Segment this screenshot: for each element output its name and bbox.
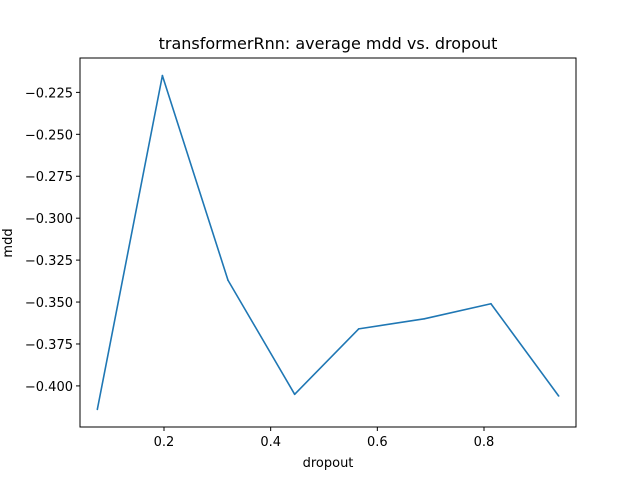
data-point [293,393,296,396]
y-tick-label: −0.300 [25,212,73,227]
data-point [490,302,492,305]
y-tick-label: −0.275 [25,170,73,185]
y-axis: −0.225 −0.250 −0.275 −0.300 −0.325 −0.350 −0.3… [25,86,80,395]
series-layer [96,74,560,411]
data-point [423,318,426,320]
data-point [357,328,360,330]
data-point [227,279,229,282]
x-tick-label: 0.2 [154,435,175,450]
y-axis-label: mdd [1,228,16,257]
data-point [557,395,560,397]
x-axis: 0.2 0.4 0.6 0.8 [154,427,495,450]
series-line-0 [96,74,560,410]
y-tick-label: −0.250 [25,128,73,143]
data-point [161,74,164,77]
y-tick-label: −0.225 [25,86,73,101]
y-tick-label: −0.375 [25,338,73,353]
x-axis-label: dropout [303,456,354,471]
x-tick-label: 0.8 [474,435,495,450]
x-tick-label: 0.4 [260,435,281,450]
y-tick-label: −0.350 [25,296,73,311]
chart-title: transformerRnn: average mdd vs. dropout [159,34,498,53]
y-tick-label: −0.325 [25,254,73,269]
data-point [96,408,99,411]
x-tick-label: 0.6 [367,435,388,450]
y-tick-label: −0.400 [25,380,73,395]
plot-frame [79,57,577,428]
